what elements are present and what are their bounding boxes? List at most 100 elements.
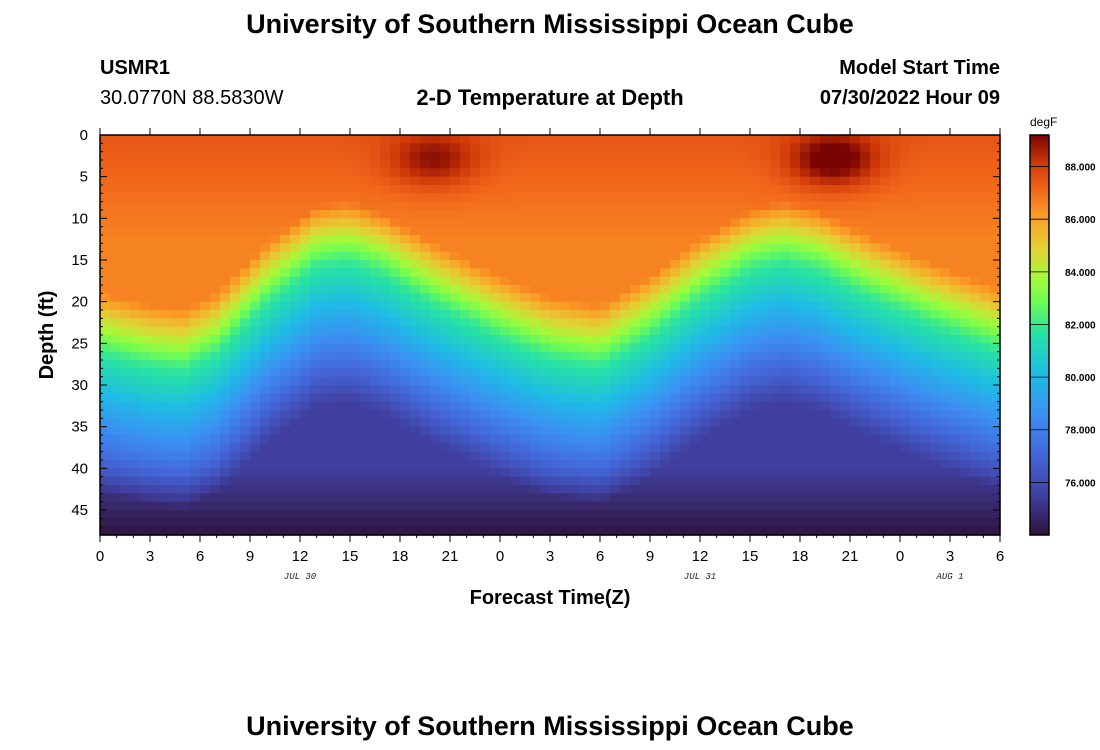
heatmap-cell (450, 493, 461, 503)
heatmap-cell (190, 185, 201, 194)
heatmap-cell (680, 260, 691, 269)
heatmap-cell (390, 435, 401, 444)
heatmap-cell (350, 268, 361, 278)
heatmap-cell (960, 210, 971, 219)
heatmap-cell (920, 510, 931, 519)
heatmap-cell (480, 368, 491, 378)
x-tick-label: 9 (246, 548, 254, 565)
heatmap-cell (920, 285, 931, 294)
heatmap-cell (100, 176, 111, 186)
heatmap-cell (940, 135, 951, 144)
heatmap-cell (860, 510, 871, 519)
heatmap-cell (540, 451, 551, 461)
heatmap-cell (380, 260, 391, 269)
heatmap-cell (790, 410, 801, 419)
heatmap-cell (860, 393, 871, 403)
heatmap-cell (220, 243, 231, 253)
heatmap-cell (640, 151, 651, 161)
heatmap-cell (240, 268, 251, 278)
heatmap-cell (690, 185, 701, 194)
heatmap-cell (340, 476, 351, 486)
heatmap-cell (110, 443, 121, 453)
heatmap-cell (760, 260, 771, 269)
heatmap-cell (510, 318, 521, 328)
heatmap-cell (850, 343, 861, 353)
heatmap-cell (680, 185, 691, 194)
heatmap-cell (160, 226, 171, 236)
heatmap-cell (120, 210, 131, 219)
heatmap-cell (200, 451, 211, 461)
heatmap-cell (200, 176, 211, 186)
heatmap-cell (730, 160, 741, 169)
heatmap-cell (570, 410, 581, 419)
heatmap-cell (490, 176, 501, 186)
heatmap-cell (480, 401, 491, 411)
heatmap-cell (460, 451, 471, 461)
heatmap-cell (150, 418, 161, 428)
heatmap-cell (960, 318, 971, 328)
heatmap-cell (620, 468, 631, 478)
heatmap-cell (250, 385, 261, 394)
heatmap-cell (450, 218, 461, 228)
heatmap-cell (440, 435, 451, 444)
heatmap-cell (210, 426, 221, 436)
heatmap-cell (300, 193, 311, 203)
heatmap-cell (860, 260, 871, 269)
heatmap-cell (810, 368, 821, 378)
heatmap-cell (100, 135, 111, 144)
heatmap-cell (140, 351, 151, 361)
heatmap-cell (910, 201, 921, 211)
heatmap-cell (890, 468, 901, 478)
heatmap-cell (470, 293, 481, 303)
heatmap-cell (830, 326, 841, 336)
heatmap-cell (390, 368, 401, 378)
heatmap-cell (380, 343, 391, 353)
heatmap-cell (250, 485, 261, 494)
heatmap-cell (830, 443, 841, 453)
heatmap-cell (500, 318, 511, 328)
heatmap-cell (690, 443, 701, 453)
heatmap-cell (360, 201, 371, 211)
heatmap-cell (730, 310, 741, 319)
heatmap-cell (100, 193, 111, 203)
x-tick-label: 0 (496, 548, 504, 565)
heatmap-cell (690, 318, 701, 328)
heatmap-cell (420, 343, 431, 353)
heatmap-cell (560, 251, 571, 261)
heatmap-cell (780, 318, 791, 328)
heatmap-cell (960, 160, 971, 169)
heatmap-cell (570, 301, 581, 311)
heatmap-cell (820, 435, 831, 444)
heatmap-cell (620, 318, 631, 328)
heatmap-cell (660, 318, 671, 328)
heatmap-cell (150, 468, 161, 478)
heatmap-cell (600, 210, 611, 219)
heatmap-cell (550, 460, 561, 469)
heatmap-cell (260, 410, 271, 419)
heatmap-cell (890, 193, 901, 203)
heatmap-cell (370, 385, 381, 394)
heatmap-cell (500, 410, 511, 419)
heatmap-cell (320, 268, 331, 278)
heatmap-cell (440, 410, 451, 419)
heatmap-cell (360, 426, 371, 436)
heatmap-cell (230, 385, 241, 394)
heatmap-cell (460, 476, 471, 486)
heatmap-cell (770, 451, 781, 461)
heatmap-cell (380, 435, 391, 444)
heatmap-cell (580, 260, 591, 269)
heatmap-cell (890, 360, 901, 369)
heatmap-cell (890, 376, 901, 386)
heatmap-cell (930, 401, 941, 411)
heatmap-cell (720, 410, 731, 419)
heatmap-cell (910, 460, 921, 469)
heatmap-cell (280, 285, 291, 294)
heatmap-cell (800, 393, 811, 403)
heatmap-cell (220, 185, 231, 194)
heatmap-cell (870, 310, 881, 319)
heatmap-cell (270, 135, 281, 144)
heatmap-cell (410, 176, 421, 186)
heatmap-cell (250, 410, 261, 419)
heatmap-cell (190, 468, 201, 478)
heatmap-cell (800, 260, 811, 269)
